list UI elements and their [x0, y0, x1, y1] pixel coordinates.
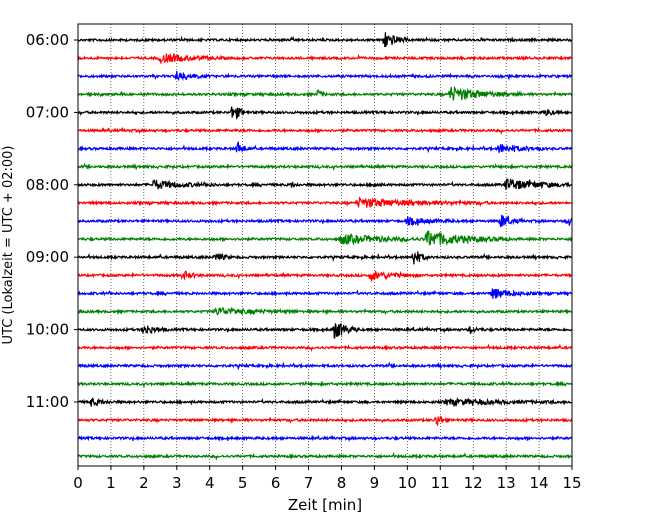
y-axis-label: UTC (Lokalzeit = UTC + 02:00) [1, 146, 16, 345]
x-tick-label: 2 [139, 474, 149, 492]
x-tick-label: 3 [172, 474, 182, 492]
y-tick-label: 11:00 [26, 393, 69, 411]
traces [78, 32, 572, 458]
seismogram-trace [78, 179, 572, 190]
seismogram-trace [78, 142, 572, 152]
seismogram-trace [78, 323, 572, 338]
x-tick-label: 11 [431, 474, 450, 492]
seismogram-trace [78, 32, 572, 47]
seismogram-trace [78, 454, 572, 459]
x-tick-label: 1 [106, 474, 116, 492]
seismogram-trace [78, 251, 572, 264]
x-tick-label: 6 [271, 474, 281, 492]
x-tick-label: 15 [562, 474, 581, 492]
seismogram-trace [78, 215, 572, 227]
x-axis-label: Zeit [min] [288, 496, 362, 514]
x-tick-label: 13 [497, 474, 516, 492]
seismogram-trace [78, 231, 572, 245]
y-tick-label: 10:00 [26, 321, 69, 339]
seismogram-trace [78, 398, 572, 407]
seismogram-trace [78, 198, 572, 208]
seismogram-trace [78, 71, 572, 80]
seismogram-trace [78, 436, 572, 441]
x-tick-label: 12 [464, 474, 483, 492]
seismogram-trace [78, 53, 572, 63]
seismogram-trace [78, 382, 572, 387]
seismogram-trace [78, 87, 572, 101]
x-tick-label: 7 [304, 474, 314, 492]
seismogram-trace [78, 345, 572, 350]
y-tick-label: 08:00 [26, 176, 69, 194]
y-axis-ticks: 06:00 07:00 08:00 09:00 10:00 11:00 [26, 31, 78, 411]
seismogram-trace [78, 107, 572, 119]
y-tick-label: 07:00 [26, 103, 69, 121]
seismogram-trace [78, 271, 572, 280]
x-axis-ticks: 0 1 2 3 4 5 6 7 8 9 10 11 12 13 14 15 [73, 466, 581, 492]
x-tick-label: 14 [530, 474, 549, 492]
x-tick-label: 10 [398, 474, 417, 492]
seismogram-trace [78, 164, 572, 169]
seismogram-trace [78, 417, 572, 426]
x-tick-label: 5 [238, 474, 248, 492]
seismogram-trace [78, 363, 572, 368]
x-tick-label: 0 [73, 474, 83, 492]
x-tick-label: 9 [370, 474, 380, 492]
seismogram-trace [78, 288, 572, 298]
seismogram-trace [78, 128, 572, 133]
y-tick-label: 06:00 [26, 31, 69, 49]
x-tick-label: 8 [337, 474, 347, 492]
x-tick-label: 4 [205, 474, 215, 492]
seismogram-trace [78, 308, 572, 315]
y-tick-label: 09:00 [26, 248, 69, 266]
